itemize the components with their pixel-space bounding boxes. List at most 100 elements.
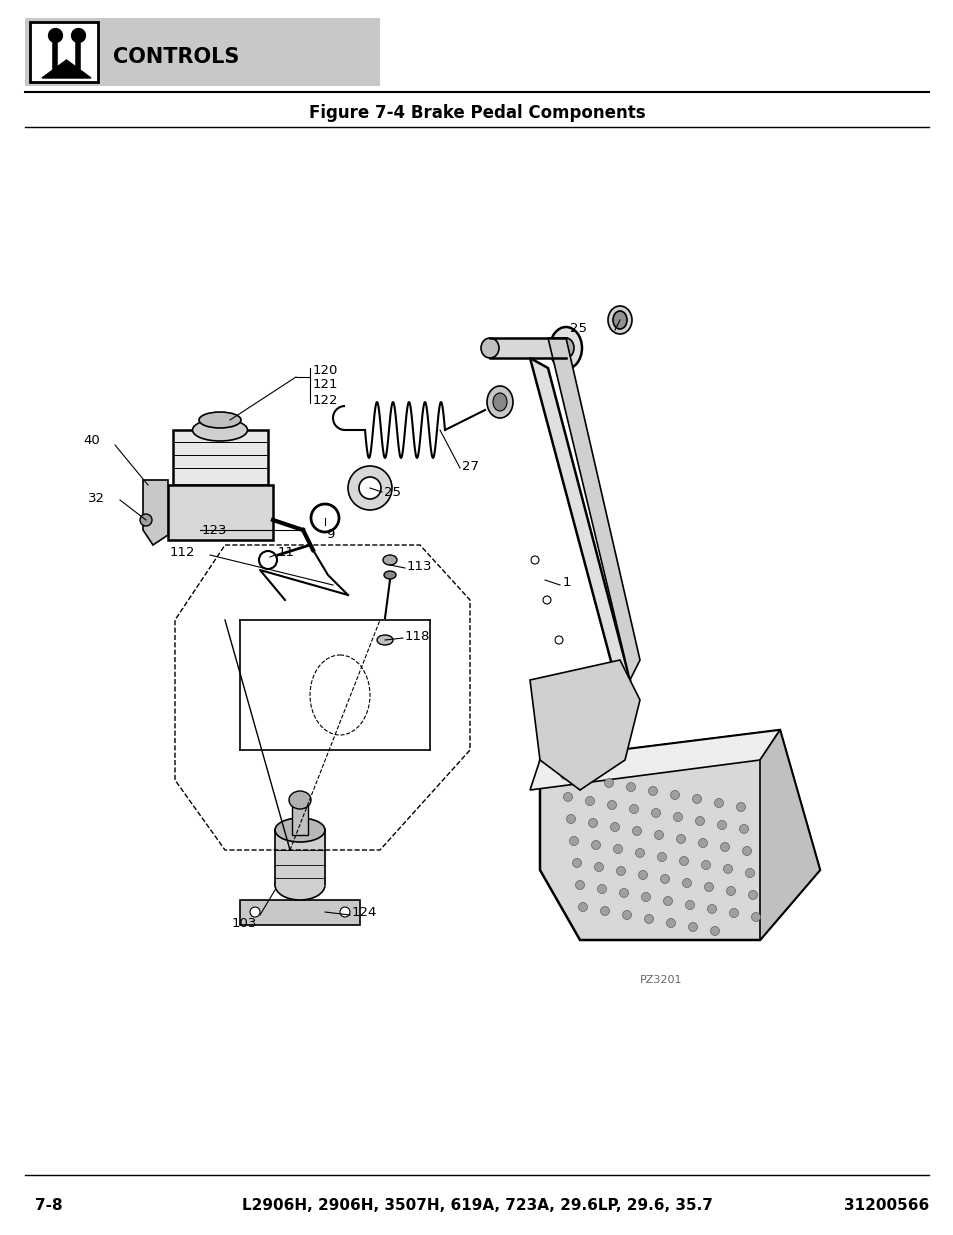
Ellipse shape <box>626 783 635 792</box>
Ellipse shape <box>659 874 669 883</box>
Ellipse shape <box>717 820 726 830</box>
Ellipse shape <box>729 909 738 918</box>
Text: CONTROLS: CONTROLS <box>112 47 239 67</box>
Ellipse shape <box>710 926 719 935</box>
Ellipse shape <box>670 790 679 799</box>
Ellipse shape <box>618 888 628 898</box>
Bar <box>172 430 268 485</box>
Ellipse shape <box>739 825 748 834</box>
Ellipse shape <box>748 890 757 899</box>
Ellipse shape <box>558 338 574 358</box>
Polygon shape <box>42 61 91 78</box>
Ellipse shape <box>654 830 662 840</box>
Ellipse shape <box>140 514 152 526</box>
Ellipse shape <box>644 914 653 924</box>
Ellipse shape <box>358 477 380 499</box>
Ellipse shape <box>585 797 594 805</box>
Ellipse shape <box>629 804 638 814</box>
Ellipse shape <box>657 852 666 862</box>
Text: PZ3201: PZ3201 <box>639 974 681 986</box>
Ellipse shape <box>289 790 311 809</box>
Ellipse shape <box>695 816 703 825</box>
Ellipse shape <box>193 419 247 441</box>
Text: 122: 122 <box>313 394 338 406</box>
Ellipse shape <box>632 826 640 836</box>
Ellipse shape <box>707 904 716 914</box>
Text: 11: 11 <box>277 547 294 559</box>
Ellipse shape <box>613 845 622 853</box>
Text: 1: 1 <box>562 577 571 589</box>
Polygon shape <box>547 338 639 680</box>
Ellipse shape <box>599 906 609 915</box>
Text: 121: 121 <box>313 378 338 391</box>
Ellipse shape <box>640 893 650 902</box>
Ellipse shape <box>588 819 597 827</box>
Ellipse shape <box>616 867 625 876</box>
Ellipse shape <box>384 571 395 579</box>
Ellipse shape <box>199 412 241 429</box>
Text: 9: 9 <box>326 529 334 541</box>
Ellipse shape <box>685 900 694 909</box>
Ellipse shape <box>714 799 722 808</box>
Ellipse shape <box>703 883 713 892</box>
Ellipse shape <box>700 861 710 869</box>
Text: 112: 112 <box>170 547 194 559</box>
Ellipse shape <box>560 771 569 779</box>
Ellipse shape <box>597 884 606 893</box>
Ellipse shape <box>638 871 647 879</box>
Ellipse shape <box>741 846 751 856</box>
Ellipse shape <box>722 864 732 873</box>
Ellipse shape <box>493 393 506 411</box>
Ellipse shape <box>607 800 616 809</box>
Ellipse shape <box>613 311 626 329</box>
Text: 118: 118 <box>405 630 430 642</box>
Text: 124: 124 <box>352 906 377 920</box>
Ellipse shape <box>607 306 631 333</box>
Ellipse shape <box>572 858 581 867</box>
Ellipse shape <box>594 862 603 872</box>
Ellipse shape <box>736 803 744 811</box>
Ellipse shape <box>673 813 681 821</box>
Polygon shape <box>530 730 780 790</box>
Ellipse shape <box>651 809 659 818</box>
Ellipse shape <box>258 551 276 569</box>
Ellipse shape <box>569 836 578 846</box>
Text: 25: 25 <box>384 485 400 499</box>
Text: L2906H, 2906H, 3507H, 619A, 723A, 29.6LP, 29.6, 35.7: L2906H, 2906H, 3507H, 619A, 723A, 29.6LP… <box>241 1198 712 1213</box>
Polygon shape <box>143 480 168 545</box>
Ellipse shape <box>339 906 350 918</box>
Polygon shape <box>530 659 639 790</box>
Ellipse shape <box>698 839 707 847</box>
Ellipse shape <box>744 868 754 878</box>
Bar <box>240 900 359 925</box>
Bar <box>292 805 308 835</box>
Text: 25: 25 <box>569 321 586 335</box>
Ellipse shape <box>679 857 688 866</box>
Ellipse shape <box>274 869 325 900</box>
Ellipse shape <box>726 887 735 895</box>
Polygon shape <box>490 338 565 358</box>
Text: 31200566: 31200566 <box>842 1198 928 1213</box>
Bar <box>30 22 98 82</box>
Ellipse shape <box>575 881 584 889</box>
Ellipse shape <box>250 906 260 918</box>
Ellipse shape <box>555 636 562 643</box>
Ellipse shape <box>692 794 700 804</box>
Ellipse shape <box>720 842 729 851</box>
Ellipse shape <box>274 818 325 842</box>
Ellipse shape <box>604 778 613 788</box>
Text: 113: 113 <box>407 559 432 573</box>
Ellipse shape <box>480 338 498 358</box>
Ellipse shape <box>610 823 618 831</box>
Ellipse shape <box>542 597 551 604</box>
Ellipse shape <box>582 774 591 783</box>
Ellipse shape <box>563 793 572 802</box>
Ellipse shape <box>648 787 657 795</box>
Ellipse shape <box>688 923 697 931</box>
Ellipse shape <box>578 903 587 911</box>
Ellipse shape <box>550 327 581 369</box>
Ellipse shape <box>382 555 396 564</box>
Text: 123: 123 <box>202 524 227 536</box>
Text: 27: 27 <box>461 459 478 473</box>
Polygon shape <box>530 358 629 680</box>
